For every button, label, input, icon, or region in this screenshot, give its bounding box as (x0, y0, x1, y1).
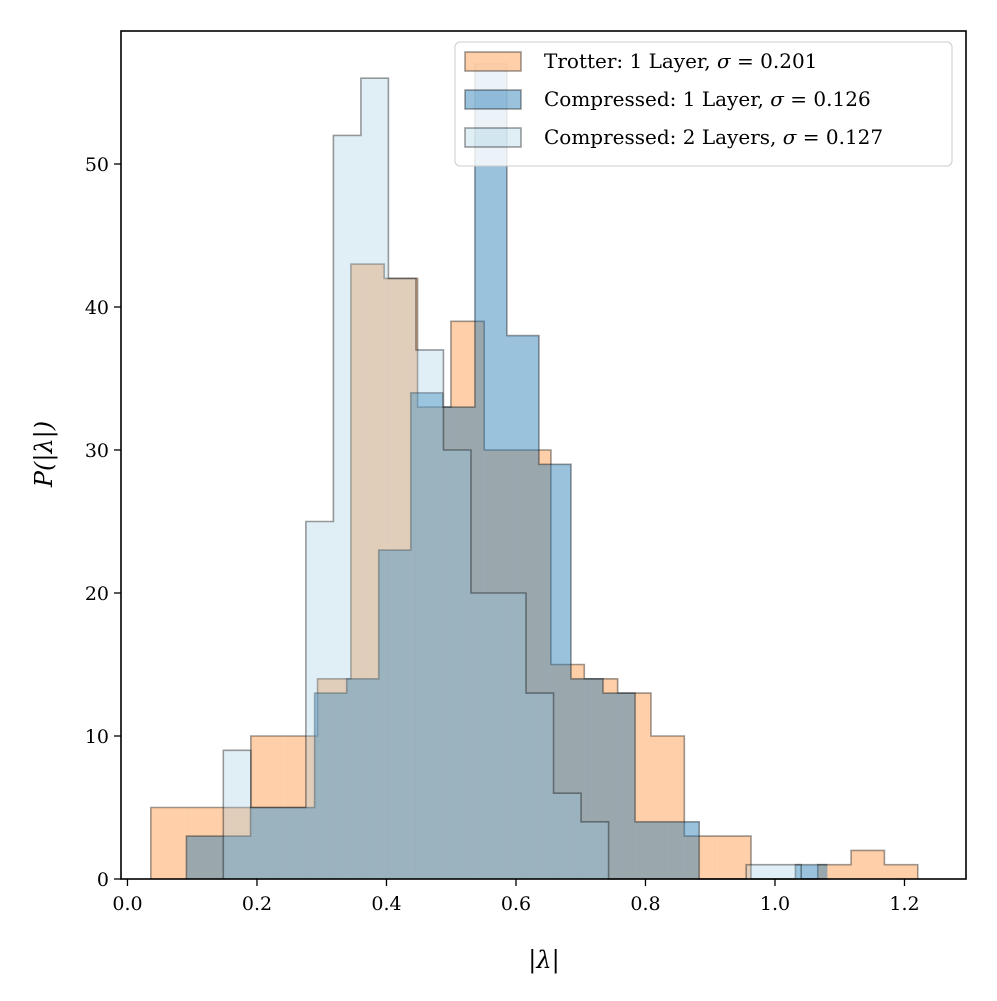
x-tick-label: 1.0 (760, 893, 790, 915)
histogram-outline (149, 263, 919, 880)
histogram-bar (417, 407, 451, 879)
x-tick-label: 0.4 (371, 893, 401, 915)
histogram-bar (186, 836, 219, 879)
histogram-bar (474, 63, 507, 880)
histogram-bar (184, 807, 218, 879)
legend-entry: Trotter: 1 Layer, σ = 0.201 (464, 49, 817, 73)
histogram-bar (484, 449, 518, 879)
x-axis-title: |λ| (528, 946, 559, 975)
histogram-bar (250, 807, 283, 879)
legend-swatch (464, 127, 522, 148)
histogram-bars (149, 63, 919, 880)
histogram-bar (581, 821, 609, 879)
y-tick-label: 10 (85, 726, 109, 748)
histogram-bar (617, 693, 651, 879)
histogram-bar (360, 78, 389, 880)
series-2-bars (185, 63, 828, 880)
histogram-bar (333, 135, 361, 879)
histogram-bar (250, 807, 279, 879)
y-tick-label: 20 (85, 583, 109, 605)
histogram-bar (317, 678, 351, 879)
histogram-bar (282, 807, 315, 879)
legend-label: Compressed: 1 Layer, σ = 0.126 (544, 87, 871, 111)
histogram-bar (218, 836, 251, 879)
histogram-bar (517, 449, 551, 879)
histogram-bar (278, 807, 306, 879)
histogram-bar (217, 807, 251, 879)
histogram-bar (746, 864, 774, 879)
histogram-bar (817, 864, 852, 879)
y-tick-label: 0 (97, 869, 109, 891)
histogram-bar (350, 264, 385, 879)
x-tick-label: 0.8 (630, 893, 660, 915)
series-1-bars (149, 263, 919, 880)
histogram-bar (346, 678, 379, 879)
histogram-bar (773, 864, 802, 879)
y-tick-label: 40 (85, 297, 109, 319)
histogram-bar (553, 793, 582, 879)
histogram-bar (884, 864, 918, 879)
legend-swatch (464, 51, 522, 72)
x-tick-label: 0.0 (112, 893, 142, 915)
x-tick-label: 0.6 (501, 893, 531, 915)
legend-frame (454, 41, 953, 167)
y-axis-title: P(|λ|) (30, 421, 59, 488)
legend: Trotter: 1 Layer, σ = 0.201 Compressed: 1… (454, 41, 953, 167)
histogram-bar (498, 592, 527, 879)
y-tick-label: 50 (85, 154, 109, 176)
histogram-bar (538, 464, 572, 879)
plot-frame (120, 30, 967, 880)
histogram-bar (795, 864, 828, 879)
legend-entry: Compressed: 1 Layer, σ = 0.126 (464, 87, 871, 111)
histogram-bar (506, 335, 539, 879)
histogram-bar (526, 693, 554, 879)
legend-label: Trotter: 1 Layer, σ = 0.201 (544, 49, 817, 73)
histogram-bar (550, 664, 585, 879)
histogram-bar (603, 693, 636, 879)
y-tick-label: 30 (85, 440, 109, 462)
histogram-bar (450, 321, 485, 879)
x-tick-label: 1.2 (889, 893, 919, 915)
histogram-bar (635, 821, 668, 879)
histogram-bar (684, 836, 718, 879)
histogram-bar (223, 750, 251, 879)
histogram-bar (584, 678, 618, 879)
histogram-bar (650, 735, 685, 879)
histogram-bar (388, 278, 416, 879)
x-tick-label: 0.2 (242, 893, 272, 915)
histogram-bar (284, 735, 318, 879)
series-3-bars (222, 77, 829, 880)
histogram-bar (410, 392, 443, 879)
histogram-bar (305, 521, 334, 879)
histogram-bar (470, 592, 499, 879)
histogram-bar (571, 678, 604, 879)
histogram-bar (443, 449, 471, 879)
histogram-bar (378, 550, 411, 879)
legend-entry: Compressed: 2 Layers, σ = 0.127 (464, 125, 883, 149)
histogram-bar (851, 850, 885, 879)
histogram-bar (314, 693, 347, 879)
axes: 0.0 0.2 0.4 0.6 0.8 1.0 1.2 0 10 20 30 40 50 (85, 30, 967, 915)
histogram-bar (667, 821, 700, 879)
histogram-bar (717, 836, 752, 879)
histogram-bar (442, 407, 475, 879)
histogram-bar (150, 807, 185, 879)
histogram-bar (384, 278, 418, 879)
legend-label: Compressed: 2 Layers, σ = 0.127 (544, 125, 883, 149)
histogram-bar (250, 735, 285, 879)
legend-swatch (464, 89, 522, 110)
histogram-bar (415, 349, 444, 879)
